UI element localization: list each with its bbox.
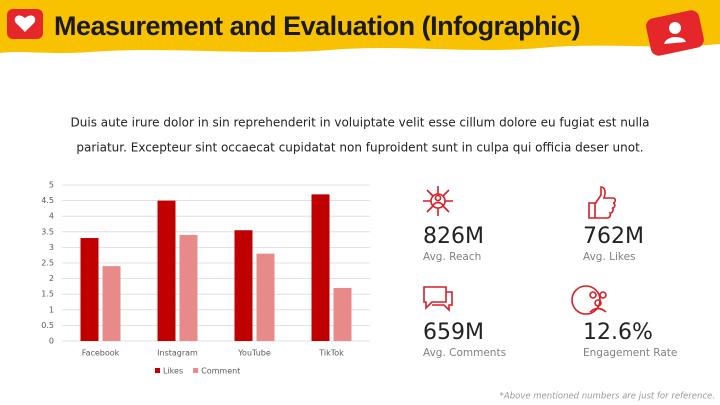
y-tick-label: 4 — [49, 212, 54, 221]
legend-label: Comment — [201, 367, 240, 376]
legend-label: Likes — [163, 367, 183, 376]
user-icon — [646, 10, 704, 56]
x-tick-label: Facebook — [82, 349, 120, 358]
stat-label: Avg. Likes — [583, 251, 636, 263]
y-tick-label: 2.5 — [41, 259, 54, 268]
stat-value: 659M — [423, 320, 484, 345]
stat-label: Engagement Rate — [583, 347, 677, 359]
footnote: *Above mentioned numbers are just for re… — [500, 392, 715, 402]
stat-value: 12.6% — [583, 320, 653, 345]
y-tick-label: 1.5 — [41, 290, 54, 299]
stat-icons — [423, 186, 617, 315]
legend-swatch — [155, 368, 160, 373]
stat-value: 826M — [423, 224, 484, 249]
bar — [256, 253, 275, 341]
y-tick-label: 3 — [49, 243, 54, 252]
y-tick-label: 3.5 — [41, 227, 54, 236]
y-tick-label: 2 — [49, 274, 54, 283]
heart-icon — [7, 9, 43, 39]
y-tick-label: 0 — [49, 337, 54, 346]
stat-label: Avg. Comments — [423, 347, 506, 359]
bar — [333, 287, 352, 341]
title: Measurement and Evaluation (Infographic) — [54, 11, 580, 41]
header-band — [0, 0, 720, 53]
x-tick-label: TikTok — [318, 349, 344, 358]
body-text: Duis aute irure dolor in sin reprehender… — [71, 116, 650, 130]
stat-label: Avg. Reach — [423, 251, 481, 263]
y-tick-label: 1 — [49, 305, 54, 314]
y-tick-label: 4.5 — [41, 196, 54, 205]
legend-swatch — [193, 368, 199, 373]
bar — [311, 194, 330, 341]
x-tick-label: Instagram — [157, 349, 198, 358]
stat-value: 762M — [583, 224, 644, 249]
x-tick-label: YouTube — [237, 349, 271, 358]
bar — [157, 200, 176, 341]
body-text: pariatur. Excepteur sint occaecat cupida… — [76, 141, 643, 155]
bar — [102, 266, 121, 341]
bar — [80, 238, 99, 341]
y-tick-label: 0.5 — [41, 321, 54, 330]
bar — [234, 230, 253, 341]
bar — [179, 234, 198, 341]
y-tick-label: 5 — [49, 181, 54, 190]
